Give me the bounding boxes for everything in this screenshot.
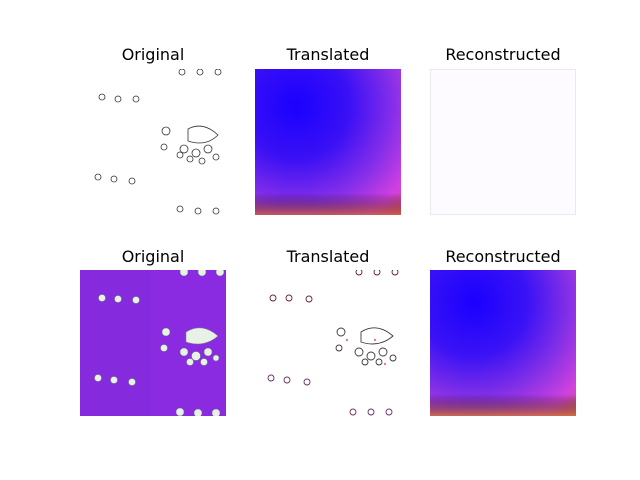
panel-title-original-1: Original [121,45,185,64]
image-translated-sketch [255,270,401,416]
image-original-purple-fabric [80,270,226,416]
image-translated-gradient [255,69,401,215]
image-reconstructed-gradient [430,270,576,416]
panel-title-original-2: Original [121,247,185,266]
panel-title-reconstructed-1: Reconstructed [445,45,561,64]
image-reconstructed-blank [430,69,576,215]
panel-title-reconstructed-2: Reconstructed [445,247,561,266]
panel-title-translated-2: Translated [286,247,370,266]
panel-title-translated-1: Translated [286,45,370,64]
image-original-sketch [80,69,226,215]
